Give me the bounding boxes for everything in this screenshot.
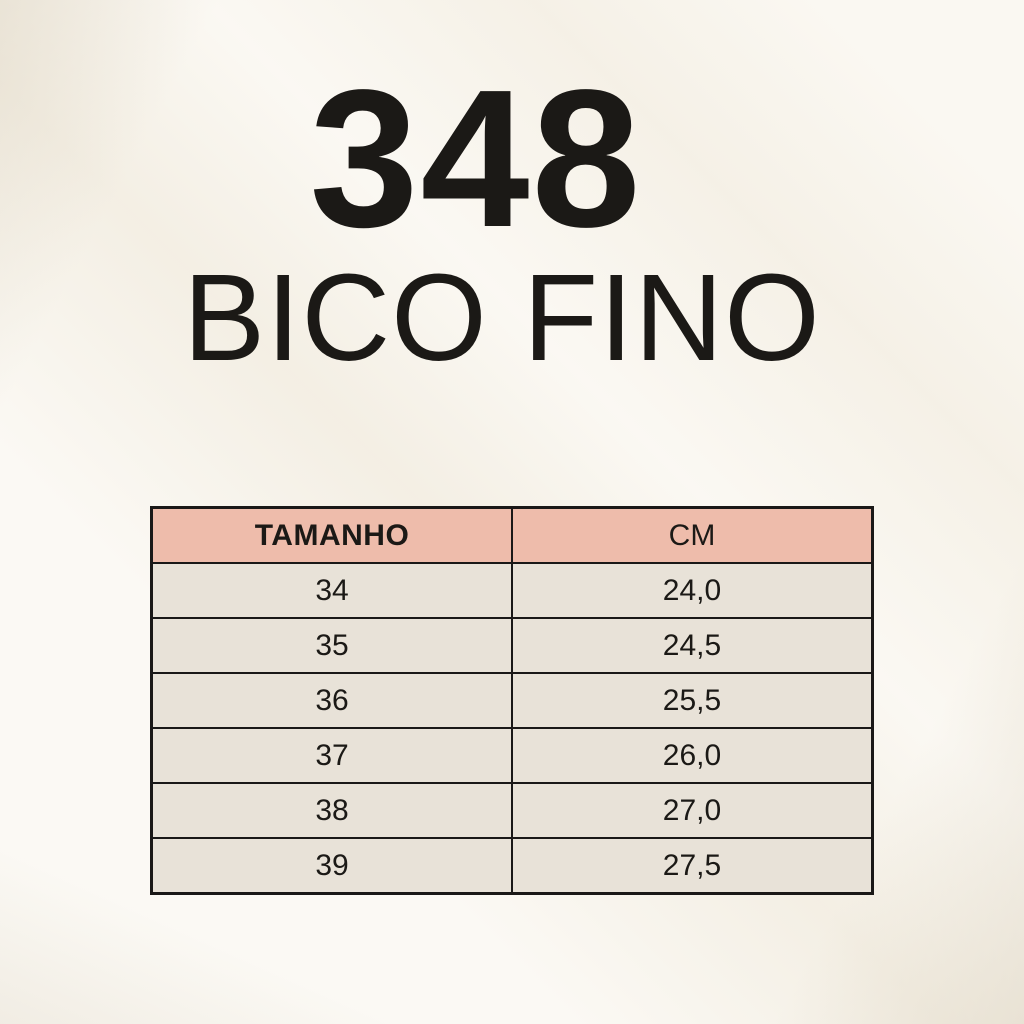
size-table: TAMANHO CM 34 24,0 35 24,5 36 25,5 37 26… xyxy=(150,506,874,895)
cm-cell: 27,0 xyxy=(511,782,874,839)
size-cell: 34 xyxy=(150,562,513,619)
size-cell: 37 xyxy=(150,727,513,784)
size-cell: 36 xyxy=(150,672,513,729)
cm-cell: 26,0 xyxy=(511,727,874,784)
table-row: 37 26,0 xyxy=(150,727,874,784)
cm-cell: 24,5 xyxy=(511,617,874,674)
size-cell: 38 xyxy=(150,782,513,839)
table-row: 39 27,5 xyxy=(150,837,874,895)
cm-cell: 24,0 xyxy=(511,562,874,619)
table-header-row: TAMANHO CM xyxy=(150,506,874,564)
header-cell-tamanho: TAMANHO xyxy=(150,506,513,564)
table-row: 35 24,5 xyxy=(150,617,874,674)
size-cell: 39 xyxy=(150,837,513,895)
cm-cell: 25,5 xyxy=(511,672,874,729)
table-row: 34 24,0 xyxy=(150,562,874,619)
model-number-title: 348 xyxy=(309,49,643,268)
table-row: 38 27,0 xyxy=(150,782,874,839)
cm-cell: 27,5 xyxy=(511,837,874,895)
size-cell: 35 xyxy=(150,617,513,674)
model-name-subtitle: BICO FINO xyxy=(183,250,821,387)
table-row: 36 25,5 xyxy=(150,672,874,729)
header-cell-cm: CM xyxy=(511,506,874,564)
